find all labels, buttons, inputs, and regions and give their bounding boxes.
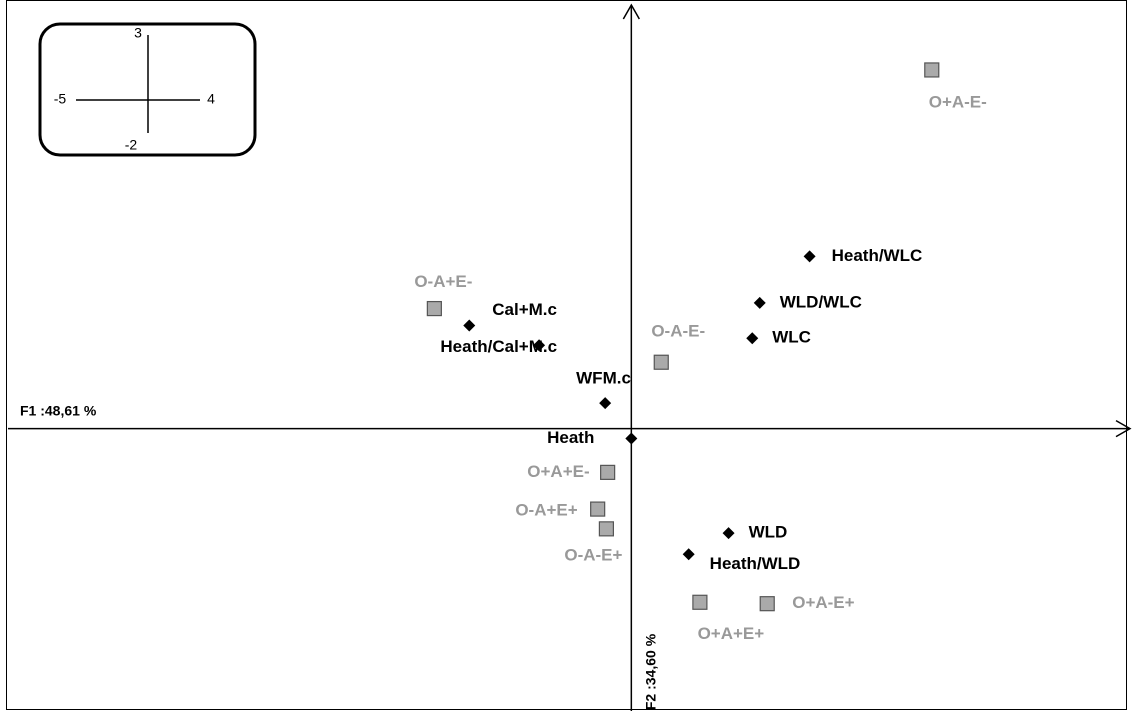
x-axis-label: F1 :48,61 % bbox=[20, 403, 97, 419]
inset-xmin: -5 bbox=[54, 91, 67, 107]
point-label: O-A+E+ bbox=[515, 501, 577, 520]
point-label: WLD bbox=[749, 523, 788, 542]
diamond-marker bbox=[722, 527, 735, 540]
point-label: O-A-E+ bbox=[564, 545, 622, 564]
plot-frame bbox=[6, 0, 1127, 710]
x-axis-arrow bbox=[1115, 419, 1132, 438]
diamond-marker bbox=[599, 397, 612, 410]
square-marker bbox=[692, 594, 708, 610]
diamond-marker bbox=[533, 339, 546, 352]
point-label: O+A+E+ bbox=[698, 624, 765, 643]
square-marker bbox=[598, 521, 615, 537]
square-marker bbox=[924, 62, 940, 78]
y-axis-arrow bbox=[622, 3, 640, 20]
inset-ymax: 3 bbox=[134, 25, 142, 41]
point-label: WLD/WLC bbox=[780, 292, 862, 311]
point-label: Cal+M.c bbox=[492, 300, 557, 319]
point-label: Heath/WLC bbox=[832, 246, 923, 265]
point-label: WLC bbox=[772, 328, 811, 347]
point-label: O+A-E+ bbox=[792, 593, 854, 612]
y-axis-label: F2 :34,60 % bbox=[643, 633, 659, 710]
square-marker bbox=[653, 354, 669, 370]
square-marker bbox=[600, 464, 616, 480]
point-label: O+A+E- bbox=[527, 462, 589, 481]
diamond-marker bbox=[625, 432, 638, 445]
point-label: O-A+E- bbox=[414, 272, 472, 291]
diamond-marker bbox=[682, 548, 695, 561]
point-label: Heath/Cal+M.c bbox=[440, 337, 557, 356]
diamond-marker bbox=[803, 250, 816, 263]
point-label: Heath/WLD bbox=[710, 554, 801, 573]
point-label: O-A-E- bbox=[651, 322, 705, 341]
inset-ymin: -2 bbox=[125, 137, 138, 153]
point-label: O+A-E- bbox=[929, 92, 987, 111]
inset-xmax: 4 bbox=[207, 91, 215, 107]
square-marker bbox=[590, 501, 606, 517]
point-label: WFM.c bbox=[576, 369, 631, 388]
diamond-marker bbox=[463, 319, 476, 332]
point-label: Heath bbox=[547, 428, 594, 447]
square-marker bbox=[759, 596, 775, 612]
diamond-marker bbox=[753, 296, 766, 309]
square-marker bbox=[426, 300, 442, 317]
diamond-marker bbox=[746, 332, 759, 345]
